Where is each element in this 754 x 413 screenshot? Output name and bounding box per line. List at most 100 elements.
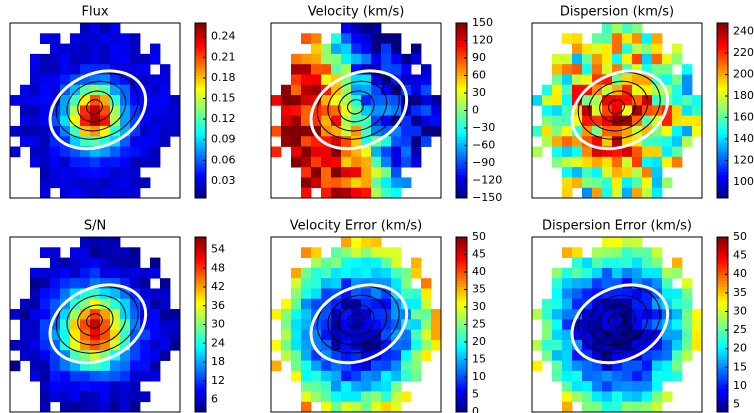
map-pixel	[301, 53, 312, 65]
colorbar-step	[195, 409, 206, 413]
map-pixel	[321, 329, 332, 341]
map-pixel	[80, 247, 91, 258]
map-pixel	[90, 257, 101, 269]
map-pixel	[351, 74, 362, 86]
map-pixel	[582, 43, 593, 55]
map-pixel	[562, 64, 573, 75]
map-pixel	[341, 105, 352, 117]
map-pixel	[80, 339, 91, 351]
map-pixel	[622, 360, 633, 372]
colorbar-step	[195, 239, 206, 244]
map-pixel	[100, 33, 111, 44]
map-pixel	[612, 257, 623, 269]
map-pixel	[552, 267, 563, 279]
map-pixel	[351, 146, 362, 158]
colorbar-step	[456, 309, 467, 314]
colorbar-step	[456, 104, 467, 109]
map-pixel	[281, 319, 292, 331]
map-pixel	[391, 156, 402, 168]
map-pixel	[652, 136, 663, 147]
colorbar-step	[717, 397, 728, 401]
colorbar-step	[195, 72, 206, 76]
map-pixel	[311, 381, 322, 392]
map-pixel	[542, 136, 553, 147]
colorbar-step	[195, 324, 206, 328]
map-pixel	[371, 146, 382, 158]
map-pixel	[401, 339, 412, 351]
map-pixel	[60, 381, 71, 392]
map-pixel	[361, 156, 372, 168]
colorbar-step	[717, 98, 728, 103]
map-pixel	[632, 167, 643, 178]
map-pixel	[662, 267, 673, 279]
map-pixel	[60, 43, 71, 55]
map-pixel	[612, 146, 623, 158]
map-pixel	[602, 74, 613, 86]
colorbar-step	[717, 260, 728, 264]
map-pixel	[652, 33, 663, 44]
colorbar-step	[195, 25, 206, 30]
map-pixel	[100, 156, 111, 168]
map-pixel	[572, 360, 583, 372]
colorbar-step	[456, 107, 467, 111]
colorbar-tick-label: 40	[733, 267, 747, 280]
map-pixel	[622, 136, 633, 147]
map-pixel	[672, 74, 683, 86]
map-pixel	[381, 247, 392, 258]
map-pixel	[652, 298, 663, 310]
map-pixel	[532, 360, 543, 372]
map-pixel	[562, 288, 573, 300]
map-pixel	[331, 319, 342, 331]
map-pixel	[642, 247, 653, 258]
colorbar-step	[456, 63, 467, 68]
map-pixel	[130, 319, 141, 331]
colorbar-tick-label: −150	[472, 191, 502, 204]
map-pixel	[130, 43, 141, 55]
map-pixel	[160, 309, 171, 320]
map-pixel	[120, 177, 131, 189]
map-pixel	[642, 391, 653, 403]
colorbar-step	[717, 324, 728, 328]
map-pixel	[391, 360, 402, 372]
map-pixel	[110, 339, 121, 351]
map-pixel	[371, 84, 382, 96]
map-pixel	[411, 360, 422, 372]
map-pixel	[150, 360, 161, 372]
map-pixel	[341, 370, 352, 382]
colorbar-step	[456, 101, 467, 106]
map-pixel	[160, 339, 171, 351]
map-pixel	[622, 350, 633, 361]
map-pixel	[592, 309, 603, 320]
map-pixel	[562, 278, 573, 289]
map-pixel	[110, 298, 121, 310]
map-pixel	[50, 146, 61, 158]
map-pixel	[321, 156, 332, 168]
map-pixel	[672, 319, 683, 331]
map-pixel	[80, 350, 91, 361]
colorbar-step	[717, 95, 728, 100]
map-pixel	[582, 391, 593, 403]
colorbar-tick-label: 54	[211, 243, 225, 256]
map-pixel	[361, 177, 372, 189]
map-pixel	[321, 267, 332, 279]
map-pixel	[301, 156, 312, 168]
map-pixel	[421, 84, 432, 96]
map-pixel	[140, 350, 151, 361]
map-pixel	[40, 125, 51, 137]
map-pixel	[682, 105, 693, 117]
colorbar-step	[456, 192, 467, 196]
map-pixel	[311, 360, 322, 372]
colorbar-step	[717, 356, 728, 360]
colorbar-step	[195, 186, 206, 190]
colorbar-step	[717, 245, 728, 250]
map-pixel	[612, 53, 623, 65]
map-pixel	[381, 329, 392, 341]
map-pixel	[622, 298, 633, 310]
colorbar-tick-label: 24	[211, 336, 225, 349]
map-pixel	[381, 360, 392, 372]
map-pixel	[401, 115, 412, 127]
map-pixel	[70, 278, 81, 289]
map-pixel	[311, 339, 322, 351]
map-pixel	[30, 115, 41, 127]
map-pixel	[40, 146, 51, 158]
